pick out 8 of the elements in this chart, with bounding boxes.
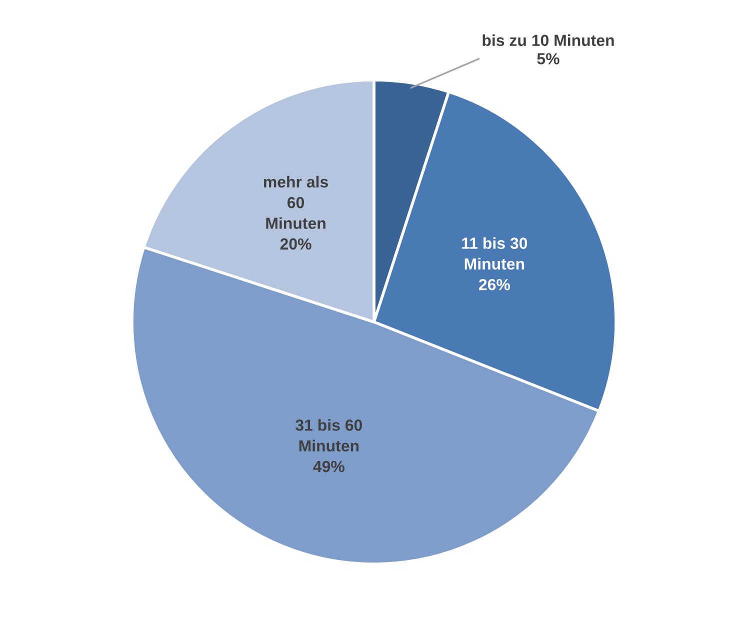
- data-label: 49%: [313, 460, 344, 472]
- data-label: 20%: [280, 238, 312, 250]
- data-label: 5%: [537, 53, 560, 64]
- slice-label: 31 bis 60 Minuten: [296, 419, 362, 452]
- data-label: 26%: [479, 278, 510, 290]
- slice-label: 11 bis 30 Minuten: [462, 237, 528, 270]
- slice-label: bis zu 10 Minuten: [482, 34, 614, 46]
- slice-label: mehr als 60 Minuten: [264, 176, 328, 229]
